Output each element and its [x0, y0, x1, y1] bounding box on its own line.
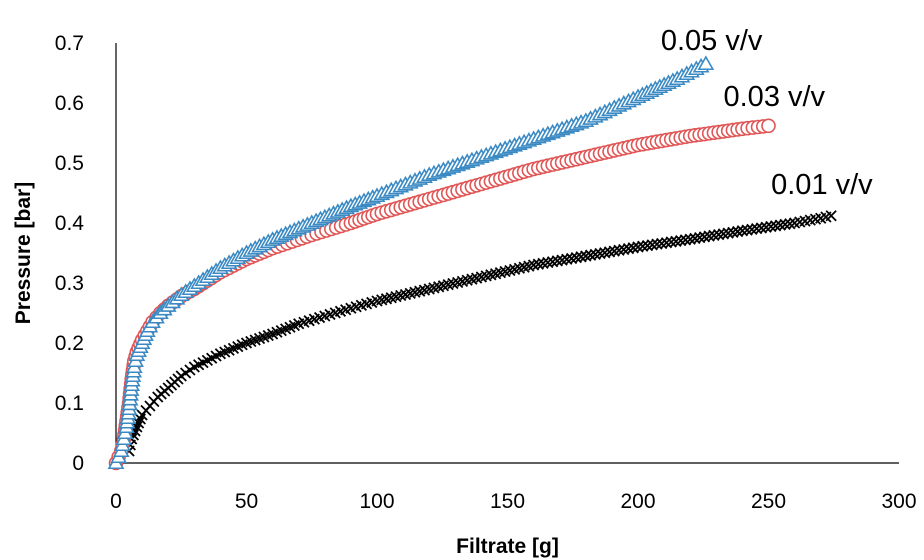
- y-axis-title: Pressure [bar]: [12, 182, 35, 324]
- data-point: [825, 210, 837, 222]
- y-tick-label: 0.5: [55, 152, 84, 175]
- series-label: 0.03 v/v: [724, 81, 826, 113]
- series-label: 0.05 v/v: [661, 25, 763, 57]
- x-tick-label: 50: [235, 490, 258, 513]
- y-tick-labels: 0 0.1 0.2 0.3 0.4 0.5 0.6 0.7: [55, 32, 85, 475]
- x-tick-label: 150: [490, 490, 525, 513]
- x-tick-label: 300: [881, 490, 916, 513]
- y-tick-label: 0.2: [55, 332, 84, 355]
- series-layer: [107, 55, 837, 471]
- series-0-05-v-v: [107, 55, 715, 470]
- x-tick-labels: 0 50 100 150 200 250 300: [110, 490, 916, 513]
- y-tick-label: 0.4: [55, 212, 85, 235]
- series-0-01-v-v: [123, 210, 837, 457]
- x-tick-label: 100: [359, 490, 394, 513]
- annotation-layer: 0.05 v/v 0.03 v/v 0.01 v/v: [661, 25, 873, 201]
- x-tick-label: 0: [110, 490, 122, 513]
- x-tick-label: 250: [751, 490, 786, 513]
- y-tick-label: 0.7: [55, 32, 84, 55]
- data-point: [697, 55, 715, 71]
- y-tick-label: 0.1: [55, 392, 84, 415]
- data-point: [761, 118, 776, 134]
- y-tick-label: 0: [72, 452, 84, 475]
- y-tick-label: 0.3: [55, 272, 84, 295]
- series-label: 0.01 v/v: [771, 169, 873, 201]
- x-tick-label: 200: [620, 490, 655, 513]
- x-axis-title: Filtrate [g]: [456, 535, 559, 558]
- axes: [115, 43, 899, 464]
- y-tick-label: 0.6: [55, 92, 84, 115]
